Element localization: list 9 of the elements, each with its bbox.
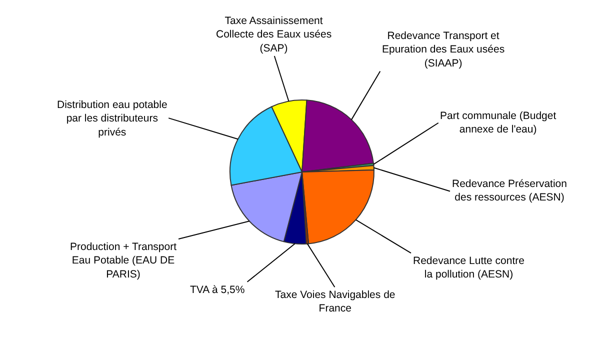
slice-label: Taxe Voies Navigables de France: [275, 289, 396, 315]
slice-label: Redevance Préservation des ressources (AESN): [452, 178, 568, 204]
slice-label: Redevance Transport et Epuration des Eaux usées (SIAAP): [382, 30, 505, 70]
slice-label: Part communale (Budget annexe de l'eau): [440, 110, 556, 136]
slice-label: Redevance Lutte contre la pollution (AESN): [413, 255, 525, 281]
slice-label: Production + Transport Eau Potable (EAU DE PARIS): [70, 241, 177, 280]
slice-label: TVA à 5,5%: [190, 284, 245, 296]
slice-label: Taxe Assainissement Collecte des Eaux usées (SAP): [216, 15, 332, 54]
slice-label: Distribution eau potable par les distributeurs privés: [57, 99, 168, 138]
